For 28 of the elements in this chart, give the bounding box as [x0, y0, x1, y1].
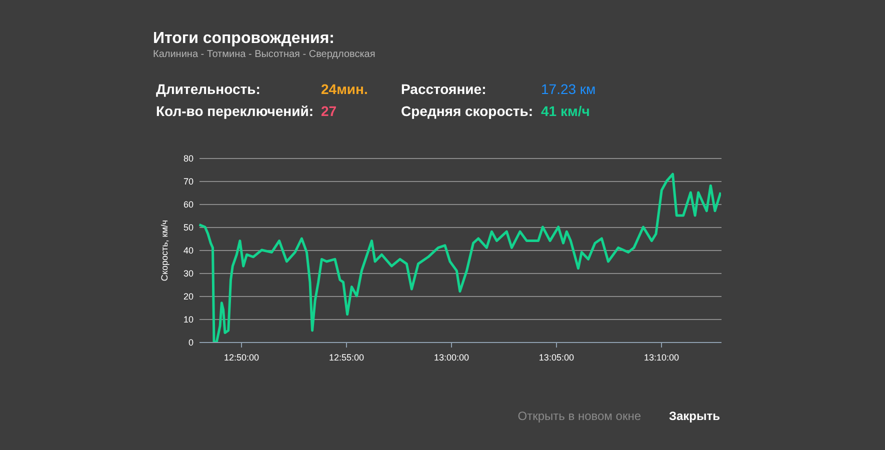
text: Кол-во переключений: [156, 103, 314, 119]
line-series [199, 172, 721, 342]
y-tick-label: 30 [183, 268, 194, 278]
x-tick-label: 13:10:00 [644, 352, 680, 362]
y-tick-label: 10 [183, 314, 194, 324]
text: Расстояние: [401, 81, 486, 97]
text: Открыть в новом окне [518, 409, 642, 423]
text: 24мин. [321, 81, 368, 97]
text: 17.23 км [541, 81, 596, 97]
x-tick-label: 12:55:00 [329, 352, 364, 362]
y-tick-label: 70 [183, 176, 194, 186]
y-tick-label: 80 [183, 154, 194, 164]
text: Длительность: [156, 81, 260, 97]
x-tick-label: 13:05:00 [538, 352, 574, 362]
y-tick-label: 40 [183, 246, 194, 256]
y-axis-title: Скорость, км/ч [159, 220, 170, 282]
chart-subtitle: Калинина - Тотмина - Высотная - Свердловская [153, 49, 376, 60]
text: Средняя скорость: [401, 103, 534, 119]
y-tick-label: 60 [183, 200, 194, 210]
y-tick-label: 0 [188, 338, 194, 348]
text: 27 [321, 103, 337, 119]
text: Закрыть [668, 409, 720, 423]
x-tick-label: 12:50:00 [224, 352, 259, 362]
text: 41 км/ч [541, 103, 590, 119]
x-tick-label: 13:00:00 [434, 352, 470, 362]
chart-title: Итоги сопровождения: [153, 30, 334, 47]
y-tick-label: 20 [183, 292, 194, 302]
y-tick-label: 50 [183, 222, 194, 232]
